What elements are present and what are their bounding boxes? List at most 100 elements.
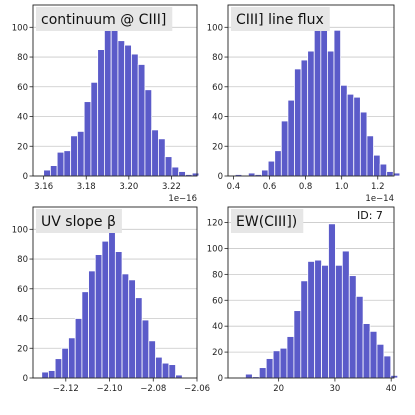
x-tick-label: 3.22 <box>162 182 181 192</box>
histogram-bar <box>54 358 63 379</box>
histogram-bar <box>327 50 335 177</box>
axes-frame <box>32 4 198 177</box>
y-tick-label: 80 <box>17 53 28 63</box>
histogram-bar <box>328 223 336 379</box>
histogram-bar <box>369 330 378 379</box>
histogram-bar <box>70 135 78 177</box>
panel-title: UV slope β <box>36 209 122 233</box>
y-tick-label: 20 <box>17 142 28 152</box>
histogram-bar <box>117 40 126 177</box>
histogram-bar <box>346 93 355 177</box>
histogram-bar <box>280 120 289 177</box>
histogram-bar <box>300 59 309 177</box>
x-tick-label: 0.8 <box>299 182 313 192</box>
panel-uv-slope: 0 20 40 60 80 100 −2.12 −2.10 −2.08 −2.06 UV slope… <box>12 206 210 394</box>
histogram-bar <box>144 89 153 177</box>
x-tick-label: 3.16 <box>34 182 53 192</box>
histogram-bar <box>128 279 136 379</box>
y-tick-label: 100 <box>12 225 28 235</box>
histogram-bar <box>376 343 385 379</box>
histogram-bar <box>97 49 105 177</box>
title-background <box>36 209 122 233</box>
histogram-bar <box>300 280 309 379</box>
histogram-bar <box>355 295 364 379</box>
histogram-bar <box>121 273 130 379</box>
histogram-bar <box>88 270 96 379</box>
y-tick-label: 40 <box>212 113 223 123</box>
histogram-bar <box>104 26 112 177</box>
x-tick-label: 20 <box>273 384 284 394</box>
histogram-bar <box>321 264 329 379</box>
histogram-bar <box>293 310 302 379</box>
histogram-bar <box>110 15 119 177</box>
y-tick-label: 60 <box>212 83 223 93</box>
histogram-bar <box>386 171 394 177</box>
histogram-bar <box>294 68 302 177</box>
histogram-bar <box>151 129 159 177</box>
histogram-bar <box>379 163 388 177</box>
histogram-bar <box>171 166 180 177</box>
histogram-bar <box>265 358 274 379</box>
title-background <box>231 209 304 233</box>
title-background <box>231 7 330 31</box>
figure-id-label: ID: 7 <box>357 209 383 222</box>
histogram-bar <box>286 336 295 379</box>
histogram-bar <box>307 50 315 177</box>
y-tick-label: 0 <box>218 374 223 384</box>
histogram-bar <box>267 160 276 177</box>
histogram-bar <box>341 250 350 379</box>
histogram-bar <box>307 261 316 379</box>
histogram-bar <box>383 355 392 379</box>
y-tick-label: 40 <box>17 113 28 123</box>
axis-offset-label: 1e−16 <box>168 194 197 204</box>
histogram-bar <box>366 135 374 177</box>
x-tick-label: 40 <box>386 384 397 394</box>
y-tick-label: 100 <box>207 244 223 254</box>
histogram-bar <box>161 362 170 379</box>
axes-frame <box>227 206 395 379</box>
histogram-bar <box>108 228 116 379</box>
x-tick-label: 1.0 <box>335 182 349 192</box>
histogram-bar <box>261 169 269 177</box>
panel-title: EW(CIII]) <box>231 209 304 233</box>
histogram-bar <box>333 29 341 177</box>
y-tick-label: 60 <box>212 296 223 306</box>
histogram-bar <box>77 130 85 177</box>
histogram-bar <box>340 84 348 177</box>
histogram-bar <box>74 318 83 379</box>
histogram-bar <box>272 350 281 379</box>
histogram-bar <box>362 323 371 379</box>
histogram-bar <box>148 340 156 379</box>
histogram-bar <box>68 337 76 379</box>
panel-title-text: CIII] line flux <box>236 12 324 28</box>
histogram-bar <box>81 291 89 379</box>
histogram-bar <box>320 12 328 177</box>
histogram-bar <box>41 371 49 379</box>
title-background <box>36 7 173 31</box>
histogram-bar <box>137 64 146 177</box>
histogram-bar <box>258 367 267 379</box>
histogram-bar <box>114 251 123 379</box>
histogram-bar <box>63 150 72 177</box>
axes-frame <box>227 4 395 177</box>
panel-line-flux: 0 20 40 60 80 100 0.4 0.6 0.8 1.0 1.2 1e−14 CIII] li… <box>207 4 401 204</box>
histogram-bar <box>83 101 92 177</box>
histogram-bar <box>314 259 322 379</box>
y-tick-label: 20 <box>17 344 28 354</box>
histogram-bar <box>141 319 150 379</box>
y-tick-label: 100 <box>12 23 28 33</box>
y-tick-label: 0 <box>23 172 28 182</box>
histogram-bar <box>135 297 143 379</box>
panel-title: continuum @ CIII] <box>36 7 173 31</box>
histogram-bar <box>348 275 357 379</box>
y-tick-label: 20 <box>212 348 223 358</box>
histogram-bar <box>50 165 58 177</box>
y-tick-label: 100 <box>207 23 223 33</box>
histogram-bar <box>373 154 381 177</box>
histogram-bar <box>274 150 282 177</box>
y-tick-label: 0 <box>218 172 223 182</box>
y-tick-label: 0 <box>23 374 28 384</box>
x-tick-label: −2.10 <box>97 384 123 394</box>
y-tick-label: 20 <box>212 142 223 152</box>
